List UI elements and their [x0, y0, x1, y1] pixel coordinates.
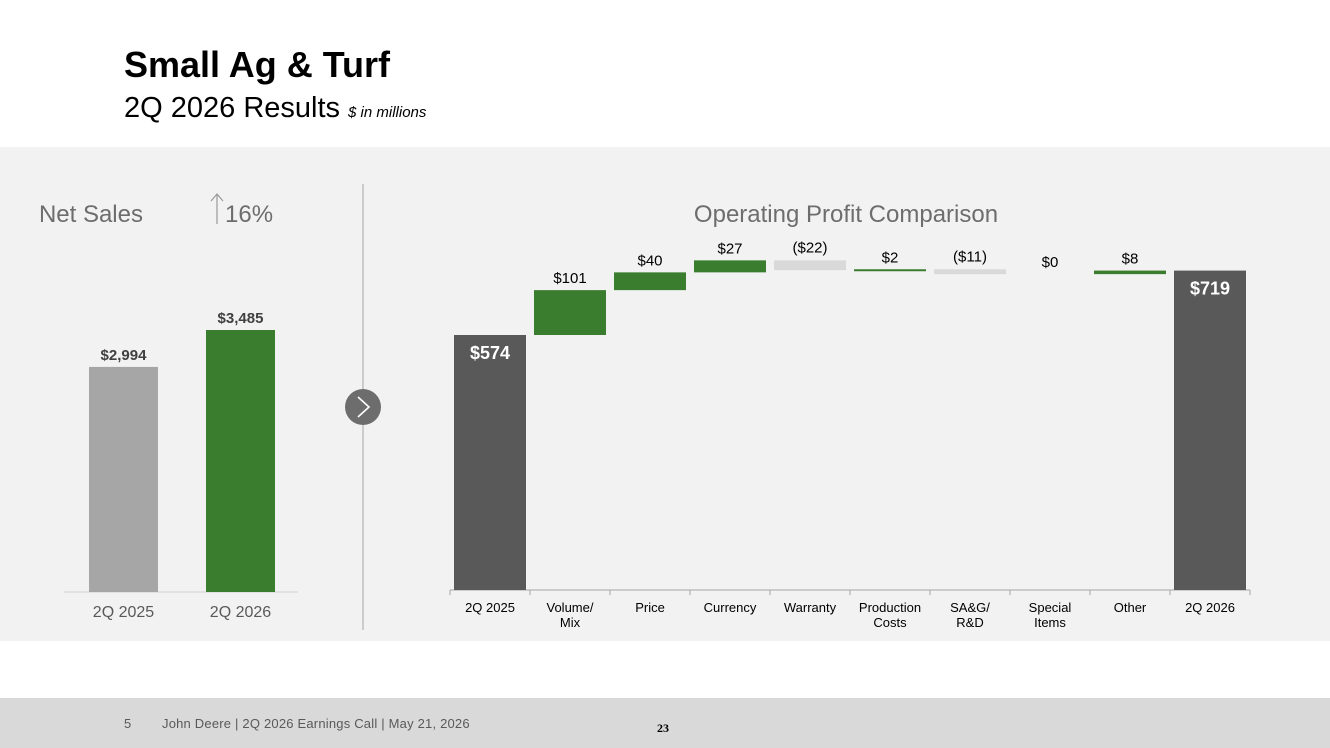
footer-text: John Deere | 2Q 2026 Earnings Call | May…	[162, 716, 470, 731]
waterfall-bar	[614, 272, 686, 291]
waterfall-data-label: $2	[882, 249, 899, 266]
waterfall-data-label: $8	[1122, 251, 1139, 268]
net-sales-category-label: 2Q 2026	[210, 604, 271, 621]
waterfall-bar	[934, 269, 1006, 275]
slide-title: Small Ag & Turf	[124, 44, 391, 85]
waterfall-category-label: Currency	[704, 600, 757, 615]
waterfall-category-label: Special Items	[1029, 600, 1072, 630]
waterfall-category-label: 2Q 2026	[1185, 600, 1235, 615]
subtitle-text: 2Q 2026 Results	[124, 92, 341, 124]
slide-number: 23	[657, 721, 669, 735]
operating-profit-chart: $574 2Q 2025 $101 Volume/Mix $40 Price $27 Curr…	[449, 239, 1251, 630]
waterfall-data-label: $101	[553, 270, 586, 287]
waterfall-category-label: Warranty	[784, 600, 837, 615]
net-sales-data-label: $2,994	[101, 347, 148, 364]
chevron-right-icon	[345, 389, 381, 425]
net-sales-title: Net Sales	[39, 201, 143, 228]
waterfall-data-label: ($11)	[953, 248, 987, 265]
waterfall-data-label: $0	[1042, 254, 1059, 271]
waterfall-data-label: ($22)	[792, 239, 827, 256]
waterfall-data-label: $40	[637, 252, 662, 269]
net-sales-category-label: 2Q 2025	[93, 604, 154, 621]
waterfall-data-label: $574	[470, 343, 510, 363]
waterfall-bar	[854, 269, 926, 272]
waterfall-bar	[454, 335, 526, 590]
waterfall-category-label: Other	[1114, 600, 1147, 615]
footer-bar	[0, 698, 1330, 748]
net-sales-data-label: $3,485	[218, 310, 264, 327]
waterfall-category-label: Production Costs	[859, 600, 921, 630]
net-sales-change: 16%	[225, 201, 273, 228]
waterfall-data-label: $719	[1190, 279, 1230, 299]
waterfall-category-label: Price	[635, 600, 665, 615]
arrow-up-icon	[210, 193, 224, 224]
waterfall-bar	[774, 260, 846, 271]
waterfall-category-label: SA&G/R&D	[950, 600, 990, 630]
waterfall-category-label: 2Q 2025	[465, 600, 515, 615]
net-sales-chart: $2,994 2Q 2025 $3,485 2Q 2026	[64, 310, 298, 621]
net-sales-bar	[89, 366, 158, 592]
waterfall-category-label: Volume/Mix	[547, 600, 594, 630]
units-note: $ in millions	[348, 104, 427, 121]
waterfall-data-label: $27	[717, 240, 742, 257]
footer-page-number: 5	[124, 716, 132, 731]
waterfall-bar	[1094, 270, 1166, 275]
net-sales-bar	[206, 330, 275, 592]
waterfall-bar	[534, 290, 606, 335]
waterfall-bar	[1174, 270, 1246, 590]
waterfall-bar	[694, 260, 766, 273]
operating-profit-title: Operating Profit Comparison	[694, 201, 998, 228]
slide-subtitle: 2Q 2026 Results $ in millions	[124, 92, 426, 125]
